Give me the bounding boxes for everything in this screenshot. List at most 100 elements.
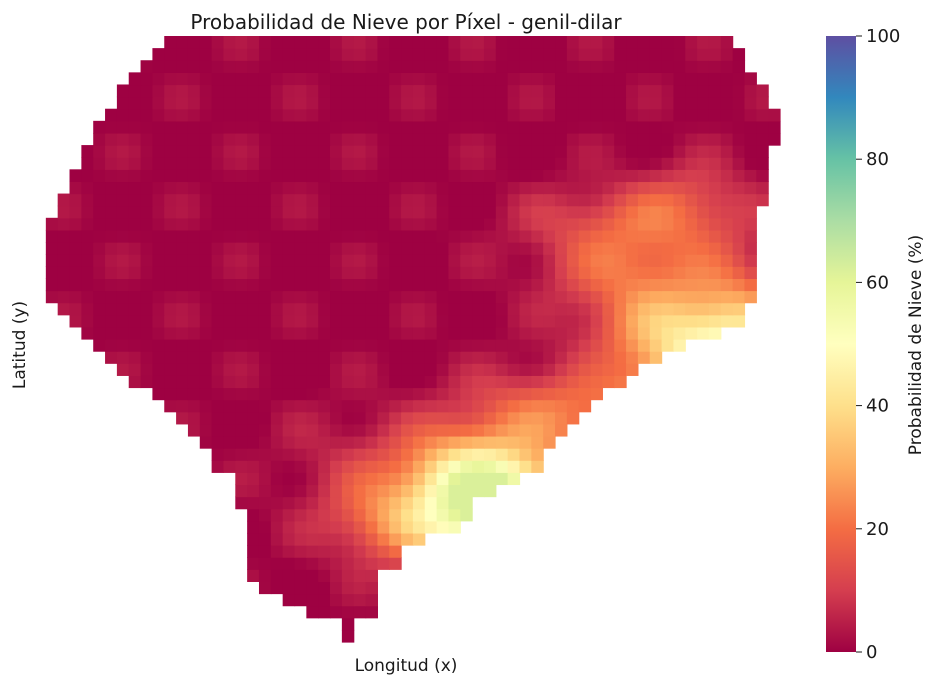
heatmap-cell <box>531 169 544 183</box>
heatmap-cell <box>448 484 461 498</box>
heatmap-cell <box>531 181 544 195</box>
heatmap-cell <box>578 229 592 243</box>
heatmap-cell <box>377 229 390 243</box>
heatmap-cell <box>602 326 615 340</box>
heatmap-cell <box>176 399 189 413</box>
heatmap-cell <box>306 229 319 243</box>
heatmap-cell <box>45 242 59 255</box>
heatmap-cell <box>341 605 355 619</box>
heatmap-cell <box>566 399 580 413</box>
heatmap-cell <box>282 193 296 207</box>
heatmap-cell <box>282 181 296 195</box>
heatmap-cell <box>270 545 284 558</box>
heatmap-cell <box>578 242 592 255</box>
heatmap-cell <box>365 557 378 570</box>
heatmap-cell <box>483 36 497 49</box>
heatmap-cell <box>436 448 450 461</box>
heatmap-cell <box>223 423 236 437</box>
heatmap-cell <box>708 48 722 61</box>
heatmap-cell <box>365 387 378 401</box>
heatmap-cell <box>389 326 402 340</box>
heatmap-cell <box>223 229 236 243</box>
heatmap-cell <box>424 472 438 486</box>
heatmap-cell <box>105 108 118 122</box>
heatmap-cell <box>614 60 627 73</box>
heatmap-cell <box>566 375 580 389</box>
heatmap-cell <box>566 339 580 352</box>
heatmap-cell <box>128 132 142 146</box>
heatmap-cell <box>330 217 343 231</box>
heatmap-cell <box>247 36 260 49</box>
heatmap-cell <box>164 229 177 243</box>
heatmap-cell <box>412 72 426 86</box>
heatmap-cell <box>590 48 603 61</box>
heatmap-cell <box>472 60 485 73</box>
heatmap-cell <box>401 205 414 219</box>
heatmap-cell <box>128 242 142 255</box>
heatmap-cell <box>543 242 556 255</box>
heatmap-cell <box>116 108 130 122</box>
heatmap-cell <box>495 60 509 73</box>
heatmap-cell <box>507 375 521 389</box>
heatmap-cell <box>176 411 189 425</box>
heatmap-cell <box>81 326 94 340</box>
heatmap-cell <box>602 84 615 98</box>
heatmap-cell <box>531 205 544 219</box>
heatmap-cell <box>365 193 378 207</box>
heatmap-cell <box>578 108 592 122</box>
heatmap-cell <box>483 181 497 195</box>
heatmap-cell <box>140 132 154 146</box>
heatmap-cell <box>235 278 248 292</box>
heatmap-cell <box>389 48 402 61</box>
heatmap-cell <box>566 60 580 73</box>
heatmap-cell <box>389 193 402 207</box>
heatmap-cell <box>128 157 142 170</box>
heatmap-cell <box>258 423 272 437</box>
heatmap-cell <box>235 205 248 219</box>
heatmap-cell <box>377 302 390 316</box>
heatmap-cell <box>448 36 461 49</box>
heatmap-cell <box>377 108 390 122</box>
heatmap-cell <box>389 545 402 558</box>
heatmap-cell <box>436 375 450 389</box>
heatmap-cell <box>353 108 367 122</box>
heatmap-cell <box>282 266 296 279</box>
heatmap-cell <box>531 448 544 461</box>
heatmap-cell <box>377 326 390 340</box>
heatmap-cell <box>69 205 82 219</box>
heatmap-cell <box>768 132 781 146</box>
heatmap-cell <box>365 229 378 243</box>
heatmap-cell <box>436 363 450 376</box>
heatmap-cell <box>365 593 378 607</box>
heatmap-cell <box>235 387 248 401</box>
heatmap-cell <box>330 229 343 243</box>
heatmap-cell <box>330 169 343 183</box>
heatmap-cell <box>140 375 154 389</box>
heatmap-cell <box>140 157 154 170</box>
heatmap-cell <box>93 205 106 219</box>
heatmap-cell <box>744 266 757 279</box>
heatmap-cell <box>448 520 461 534</box>
heatmap-cell <box>732 132 746 146</box>
heatmap-cell <box>531 145 544 158</box>
heatmap-cell <box>341 96 355 110</box>
heatmap-cell <box>330 108 343 122</box>
heatmap-cell <box>341 193 355 207</box>
heatmap-cell <box>377 484 390 498</box>
heatmap-cell <box>483 48 497 61</box>
heatmap-cell <box>176 326 189 340</box>
heatmap-cell <box>401 314 414 328</box>
heatmap-cell <box>543 399 556 413</box>
heatmap-cell <box>495 326 509 340</box>
heatmap-cell <box>270 569 284 582</box>
heatmap-cell <box>341 520 355 534</box>
heatmap-cell <box>187 229 201 243</box>
heatmap-cell <box>543 217 556 231</box>
heatmap-cell <box>365 72 378 86</box>
heatmap-cell <box>140 96 154 110</box>
heatmap-cell <box>116 339 130 352</box>
heatmap-cell <box>353 169 367 183</box>
heatmap-cell <box>661 302 675 316</box>
heatmap-cell <box>697 229 710 243</box>
heatmap-cell <box>614 72 627 86</box>
